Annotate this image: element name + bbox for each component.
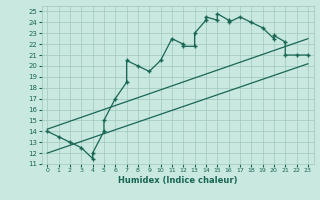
X-axis label: Humidex (Indice chaleur): Humidex (Indice chaleur) [118,176,237,185]
